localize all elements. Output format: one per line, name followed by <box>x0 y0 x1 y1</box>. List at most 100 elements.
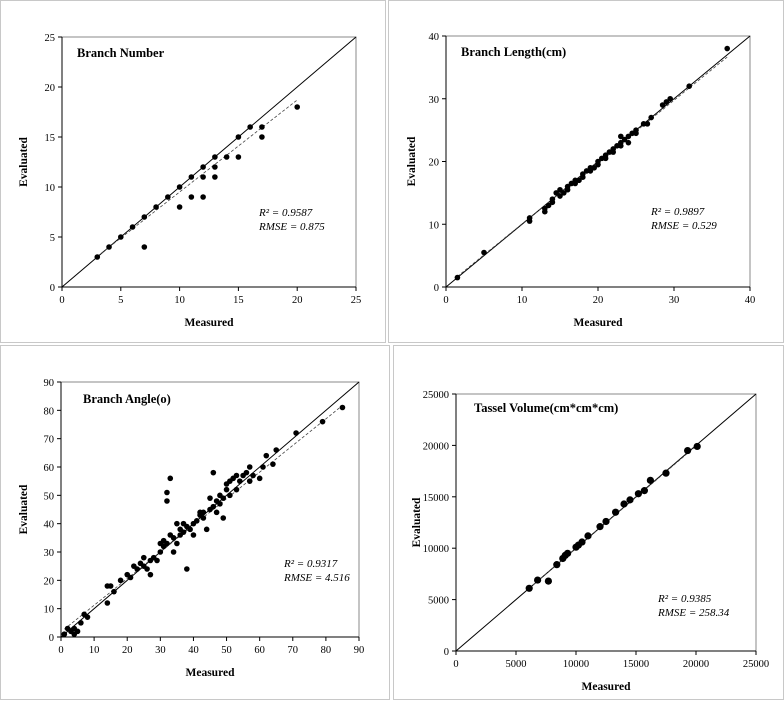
y-tick-label: 20 <box>45 83 56 94</box>
data-point <box>200 174 206 180</box>
data-point <box>164 540 170 547</box>
data-point <box>260 464 266 470</box>
data-point <box>190 532 197 538</box>
y-axis-label: Evaluated <box>411 497 423 547</box>
data-point <box>564 549 572 557</box>
x-tick-label: 60 <box>254 645 265 656</box>
data-point <box>176 184 183 190</box>
data-point <box>640 487 648 495</box>
y-tick-label: 40 <box>44 520 55 531</box>
x-tick-label: 25000 <box>743 659 769 670</box>
data-point <box>104 600 111 606</box>
x-tick-label: 30 <box>155 645 166 656</box>
data-point <box>610 149 616 155</box>
y-tick-label: 25000 <box>423 390 449 401</box>
r-squared-label: R² = 0.9317 <box>283 558 338 570</box>
data-point <box>620 500 628 508</box>
y-tick-label: 20 <box>429 158 440 169</box>
data-point <box>111 588 117 595</box>
data-point <box>684 446 692 455</box>
data-point <box>200 509 207 516</box>
data-point <box>454 274 461 281</box>
data-point <box>686 83 692 89</box>
data-point <box>319 418 326 425</box>
data-point <box>212 164 218 170</box>
x-tick-label: 30 <box>669 295 680 306</box>
data-point <box>659 102 666 108</box>
data-point <box>235 154 242 160</box>
y-tick-label: 0 <box>49 633 54 644</box>
data-point <box>618 133 624 140</box>
data-point <box>94 254 101 260</box>
x-tick-label: 15 <box>233 295 244 306</box>
data-point <box>602 152 609 159</box>
data-point <box>188 174 195 180</box>
data-point <box>294 104 301 110</box>
data-point <box>644 121 651 127</box>
data-point <box>648 114 654 121</box>
data-point <box>233 486 240 493</box>
data-point <box>127 574 134 581</box>
data-point <box>212 154 218 160</box>
x-tick-label: 10000 <box>563 659 589 670</box>
data-point <box>165 194 171 200</box>
y-tick-label: 0 <box>434 283 439 294</box>
y-axis-label: Evaluated <box>18 484 30 534</box>
y-axis-label: Evaluated <box>18 136 30 186</box>
data-point <box>220 515 227 521</box>
y-tick-label: 25 <box>45 33 56 44</box>
data-point <box>176 204 183 210</box>
x-axis-label: Measured <box>574 317 624 329</box>
y-tick-label: 15 <box>45 133 56 144</box>
r-squared-label: R² = 0.9897 <box>650 206 705 218</box>
x-tick-label: 10 <box>517 295 528 306</box>
data-point <box>107 583 114 589</box>
y-tick-label: 10 <box>44 605 55 616</box>
data-point <box>180 529 187 535</box>
data-point <box>621 136 628 143</box>
data-point <box>580 174 586 180</box>
data-point <box>561 190 567 196</box>
trend-line <box>64 405 343 630</box>
chart-svg-tassel-volume: 0 5000 10000 15000 20000 25000 0 5000 10000 15000… <box>411 390 769 693</box>
data-point <box>207 495 213 501</box>
data-point <box>662 469 670 477</box>
y-tick-label: 50 <box>44 491 55 502</box>
data-point <box>246 464 253 470</box>
x-tick-label: 0 <box>59 295 64 306</box>
data-point <box>164 498 170 504</box>
data-point <box>595 161 601 168</box>
data-point <box>237 478 243 484</box>
x-axis-label: Measured <box>186 667 236 679</box>
data-point <box>144 566 150 572</box>
data-point <box>233 472 240 479</box>
data-point <box>553 561 561 569</box>
data-point <box>481 249 487 256</box>
data-point <box>542 208 548 215</box>
data-point <box>243 469 250 476</box>
data-point <box>200 164 206 170</box>
chart-panel-branch-length: 0 10 20 30 40 0 10 20 30 40 Branch Length(cm) R² = … <box>388 0 784 343</box>
chart-panel-tassel-volume: 0 5000 10000 15000 20000 25000 0 5000 10000 15000… <box>393 345 784 700</box>
data-point <box>646 476 654 484</box>
r-squared-label: R² = 0.9587 <box>258 207 313 219</box>
data-point <box>153 204 159 210</box>
chart-svg-branch-length: 0 10 20 30 40 0 10 20 30 40 Branch Length(cm) R² = … <box>406 32 755 329</box>
y-tick-label: 40 <box>429 32 440 43</box>
chart-title: Branch Number <box>77 46 165 60</box>
data-point <box>174 540 180 547</box>
y-tick-label: 70 <box>44 435 55 446</box>
data-point <box>591 164 597 171</box>
data-point <box>602 517 610 526</box>
x-tick-label: 20000 <box>683 659 709 670</box>
data-point <box>220 495 227 501</box>
x-tick-label: 10 <box>89 645 100 656</box>
data-point <box>246 478 253 484</box>
data-point <box>129 224 136 230</box>
data-point <box>250 472 256 479</box>
x-tick-label: 5000 <box>506 659 527 670</box>
data-point <box>203 526 210 533</box>
data-point <box>210 469 217 476</box>
data-point <box>187 526 193 533</box>
y-tick-label: 5000 <box>428 596 449 607</box>
